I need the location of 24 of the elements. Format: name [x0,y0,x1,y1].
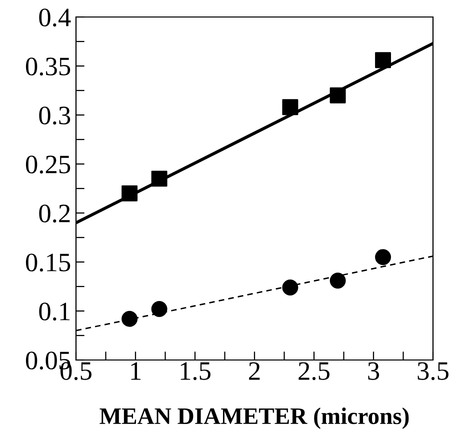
y-tick-label: 0.35 [26,58,70,76]
point [282,99,298,116]
point [375,249,391,266]
y-tick-label: 0.4 [39,8,71,27]
point [330,87,346,104]
x-tick-label: 1.5 [180,362,210,380]
x-tick-label: 2.5 [298,362,330,380]
x-tick-label: 2 [249,362,260,380]
y-tick-label: 0.2 [39,204,70,223]
y-tick-label: 0.3 [39,106,70,125]
point [282,280,298,296]
x-tick-label: 3 [368,362,380,380]
point [330,272,346,289]
x-tick-label: 3.5 [418,362,448,380]
y-tick-label: 0.15 [26,254,70,272]
point [122,310,138,327]
y-tick-label: 0.1 [39,302,70,321]
point [151,301,168,318]
x-axis-title: MEAN DIAMETER (microns) [100,408,409,429]
x-tick-label: 1 [131,362,141,380]
point [122,185,138,202]
point [375,52,391,68]
y-tick-label: 0.25 [26,156,70,174]
point [151,170,168,187]
